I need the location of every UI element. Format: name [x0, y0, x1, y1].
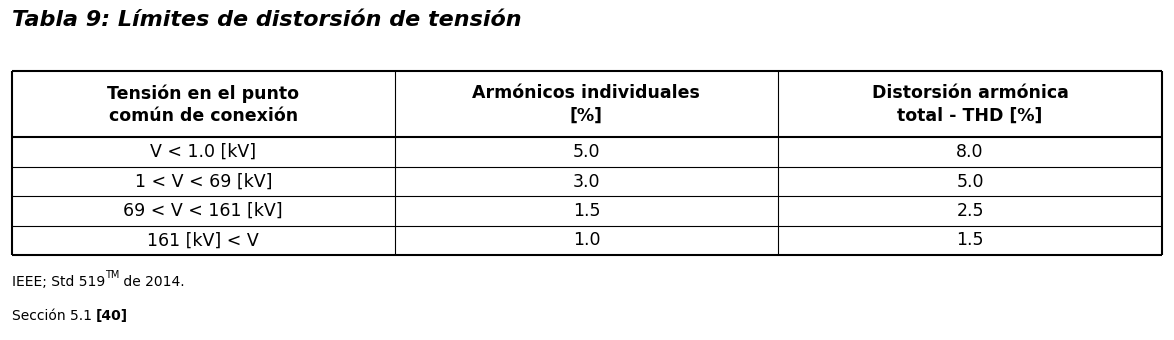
- Text: Sección 5.1: Sección 5.1: [12, 309, 96, 323]
- Text: 5.0: 5.0: [573, 143, 600, 161]
- Text: 161 [kV] < V: 161 [kV] < V: [148, 231, 259, 249]
- Text: TM: TM: [104, 270, 120, 280]
- Text: 2.5: 2.5: [957, 202, 984, 220]
- Text: Distorsión armónica
total - THD [%]: Distorsión armónica total - THD [%]: [871, 84, 1068, 124]
- Text: 1.5: 1.5: [573, 202, 600, 220]
- Text: 3.0: 3.0: [573, 173, 600, 190]
- Text: 1 < V < 69 [kV]: 1 < V < 69 [kV]: [135, 173, 272, 190]
- Text: Tabla 9: Límites de distorsión de tensión: Tabla 9: Límites de distorsión de tensió…: [12, 10, 521, 30]
- Text: 8.0: 8.0: [957, 143, 984, 161]
- Text: Armónicos individuales
[%]: Armónicos individuales [%]: [472, 84, 701, 124]
- Text: 1.5: 1.5: [957, 231, 984, 249]
- Text: V < 1.0 [kV]: V < 1.0 [kV]: [150, 143, 256, 161]
- Text: 69 < V < 161 [kV]: 69 < V < 161 [kV]: [123, 202, 283, 220]
- Text: 1.0: 1.0: [573, 231, 600, 249]
- Text: Tensión en el punto
común de conexión: Tensión en el punto común de conexión: [107, 84, 299, 125]
- Text: IEEE; Std 519: IEEE; Std 519: [12, 275, 104, 289]
- Text: [40]: [40]: [96, 309, 128, 323]
- Text: de 2014.: de 2014.: [120, 275, 185, 289]
- Text: 5.0: 5.0: [957, 173, 984, 190]
